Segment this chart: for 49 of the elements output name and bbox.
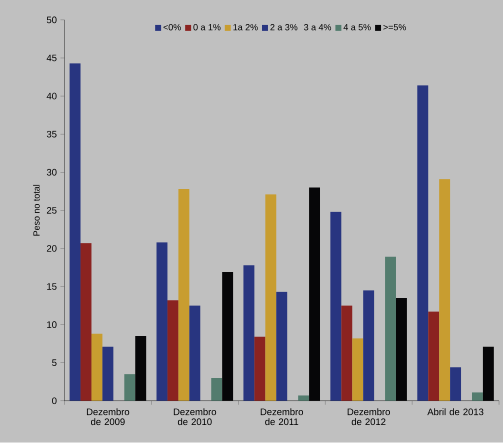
bar: [124, 374, 136, 402]
y-tick-label: 0: [52, 398, 57, 404]
legend-label: 0 a 1%: [193, 24, 221, 31]
y-tick-label: 40: [46, 92, 57, 100]
bar: [156, 242, 168, 402]
y-tick-label: 25: [46, 207, 57, 214]
bar: [472, 392, 483, 402]
bar: [254, 337, 266, 402]
bar: [450, 367, 462, 402]
legend-label: >=5%: [383, 24, 406, 31]
bar: [265, 194, 276, 402]
y-tick-label: 45: [46, 54, 57, 62]
bar: [70, 64, 81, 402]
bar: [178, 189, 190, 402]
y-tick-label: 5: [52, 360, 57, 366]
x-tick-label: Dezembro de 2009: [86, 408, 130, 426]
text: 3 a 4%: [304, 24, 332, 31]
bar: [211, 378, 222, 402]
legend-label: <0%: [164, 24, 181, 31]
bar: [276, 292, 288, 402]
bar: [363, 290, 374, 402]
bar: [102, 346, 114, 402]
bar: [385, 257, 396, 402]
y-tick-label: 20: [46, 245, 57, 252]
y-tick-label: 50: [46, 16, 57, 24]
bar: [341, 306, 352, 402]
y-tick-label: 10: [47, 321, 57, 328]
bar: [167, 300, 178, 402]
bar: [91, 334, 102, 402]
y-tick-label: 30: [46, 169, 57, 176]
bar: [352, 338, 364, 402]
bar: [298, 396, 310, 402]
legend-label: 2 a 3%: [270, 24, 298, 31]
bar: [417, 86, 428, 402]
x-tick-label: Dezembro de 2012: [348, 408, 390, 426]
bar: [80, 243, 92, 402]
bar: [439, 179, 450, 402]
bar: [189, 306, 200, 402]
y-tick-label: 35: [46, 131, 57, 138]
x-tick-label: Dezembro de 2010: [174, 408, 216, 426]
x-tick-label: Dezembro de 2011: [260, 408, 304, 426]
bar: [428, 312, 440, 402]
y-axis-title: Peso no total: [33, 185, 40, 236]
y-tick-label: 15: [47, 283, 57, 290]
x-tick-label: Abril de 2013: [427, 408, 484, 416]
bar: [330, 212, 342, 402]
legend-label: 4 a 5%: [344, 24, 371, 31]
bar: [243, 265, 254, 402]
legend-label: 1a 2%: [233, 24, 258, 31]
